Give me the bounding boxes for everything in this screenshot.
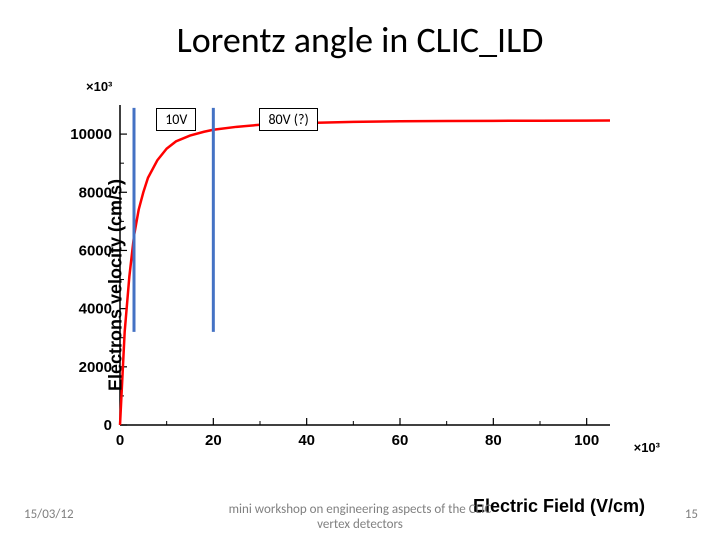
y-axis-label: Electrons velocity (cm/s) (106, 179, 127, 391)
chart-annotation: 10V (156, 108, 196, 131)
y-axis-exponent: ×10³ (86, 79, 112, 94)
x-axis-exponent: ×10³ (634, 440, 660, 455)
chart-svg: 0204060801000200040006000800010000 (50, 95, 640, 475)
svg-text:0: 0 (116, 432, 124, 449)
svg-text:20: 20 (205, 432, 222, 449)
chart-container: Electrons velocity (cm/s) Electric Field… (50, 95, 640, 475)
svg-text:100: 100 (574, 432, 599, 449)
footer-page-number: 15 (685, 507, 698, 522)
footer-caption: mini workshop on engineering aspects of … (220, 502, 500, 532)
svg-text:40: 40 (298, 432, 315, 449)
svg-text:0: 0 (104, 417, 112, 434)
svg-text:60: 60 (392, 432, 409, 449)
chart-annotation: 80V (?) (259, 108, 317, 131)
footer-date: 15/03/12 (24, 507, 74, 522)
svg-text:80: 80 (485, 432, 502, 449)
svg-text:10000: 10000 (70, 126, 112, 143)
slide-title: Lorentz angle in CLIC_ILD (0, 0, 720, 62)
